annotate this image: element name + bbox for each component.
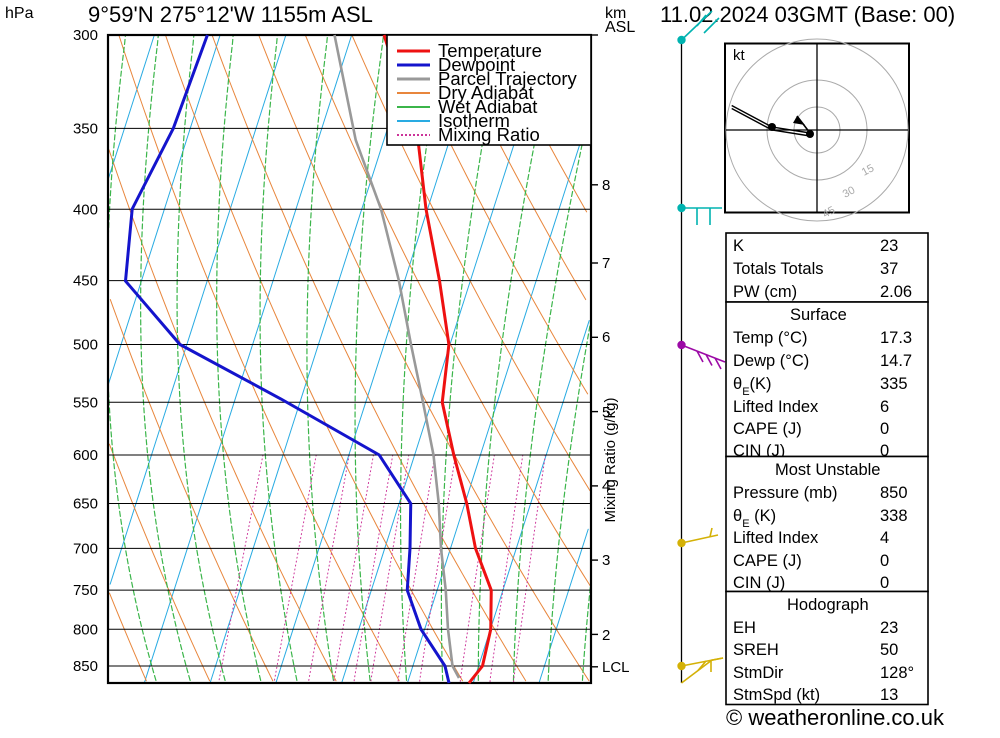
svg-text:11.02.2024 03GMT (Base: 00): 11.02.2024 03GMT (Base: 00) — [660, 2, 955, 27]
svg-text:700: 700 — [73, 540, 98, 557]
svg-text:750: 750 — [73, 582, 98, 599]
svg-text:850: 850 — [880, 484, 908, 502]
svg-text:6: 6 — [880, 398, 889, 416]
svg-text:StmSpd (kt): StmSpd (kt) — [733, 686, 820, 704]
svg-text:CAPE (J): CAPE (J) — [733, 420, 802, 438]
svg-text:PW (cm): PW (cm) — [733, 283, 797, 301]
svg-text:50: 50 — [880, 641, 898, 659]
svg-text:300: 300 — [73, 27, 98, 44]
svg-text:ASL: ASL — [605, 19, 635, 36]
svg-text:600: 600 — [73, 447, 98, 464]
svg-text:0: 0 — [880, 420, 889, 438]
svg-text:StmDir: StmDir — [733, 664, 784, 682]
svg-text:Lifted Index: Lifted Index — [733, 398, 819, 416]
svg-text:7: 7 — [602, 255, 610, 272]
svg-text:Hodograph: Hodograph — [787, 596, 869, 614]
svg-text:2: 2 — [602, 627, 610, 644]
svg-text:Dewp (°C): Dewp (°C) — [733, 352, 809, 370]
svg-text:CAPE (J): CAPE (J) — [733, 552, 802, 570]
svg-text:17.3: 17.3 — [880, 329, 912, 347]
svg-text:Totals Totals: Totals Totals — [733, 260, 824, 278]
svg-text:550: 550 — [73, 394, 98, 411]
svg-text:23: 23 — [880, 237, 898, 255]
svg-text:350: 350 — [73, 120, 98, 137]
svg-text:Mixing Ratio (g/kg): Mixing Ratio (g/kg) — [602, 397, 619, 522]
svg-text:335: 335 — [880, 375, 908, 393]
svg-text:0: 0 — [880, 574, 889, 592]
svg-text:EH: EH — [733, 619, 756, 637]
svg-text:850: 850 — [73, 658, 98, 675]
svg-text:Pressure (mb): Pressure (mb) — [733, 484, 838, 502]
svg-text:400: 400 — [73, 201, 98, 218]
svg-text:Surface: Surface — [790, 306, 847, 324]
svg-text:Most Unstable: Most Unstable — [775, 461, 880, 479]
svg-text:hPa: hPa — [5, 5, 34, 22]
svg-text:8: 8 — [602, 177, 610, 194]
svg-text:9°59'N 275°12'W 1155m ASL: 9°59'N 275°12'W 1155m ASL — [88, 2, 373, 27]
svg-text:128°: 128° — [880, 664, 914, 682]
svg-text:14.7: 14.7 — [880, 352, 912, 370]
svg-text:LCL: LCL — [602, 659, 630, 676]
svg-text:13: 13 — [880, 686, 898, 704]
svg-text:CIN (J): CIN (J) — [733, 574, 785, 592]
svg-text:SREH: SREH — [733, 641, 779, 659]
svg-text:450: 450 — [73, 273, 98, 290]
svg-text:500: 500 — [73, 337, 98, 354]
svg-text:6: 6 — [602, 329, 610, 346]
svg-text:2.06: 2.06 — [880, 283, 912, 301]
svg-text:3: 3 — [602, 552, 610, 569]
svg-text:4: 4 — [880, 529, 889, 547]
svg-text:© weatheronline.co.uk: © weatheronline.co.uk — [726, 705, 945, 730]
svg-text:Lifted Index: Lifted Index — [733, 529, 819, 547]
svg-text:0: 0 — [880, 552, 889, 570]
svg-text:kt: kt — [733, 47, 746, 64]
svg-text:Mixing Ratio: Mixing Ratio — [438, 124, 540, 145]
svg-text:Temp (°C): Temp (°C) — [733, 329, 807, 347]
svg-text:K: K — [733, 237, 744, 255]
svg-text:37: 37 — [880, 260, 898, 278]
svg-text:338: 338 — [880, 507, 908, 525]
svg-text:23: 23 — [880, 619, 898, 637]
svg-text:800: 800 — [73, 621, 98, 638]
svg-text:650: 650 — [73, 495, 98, 512]
